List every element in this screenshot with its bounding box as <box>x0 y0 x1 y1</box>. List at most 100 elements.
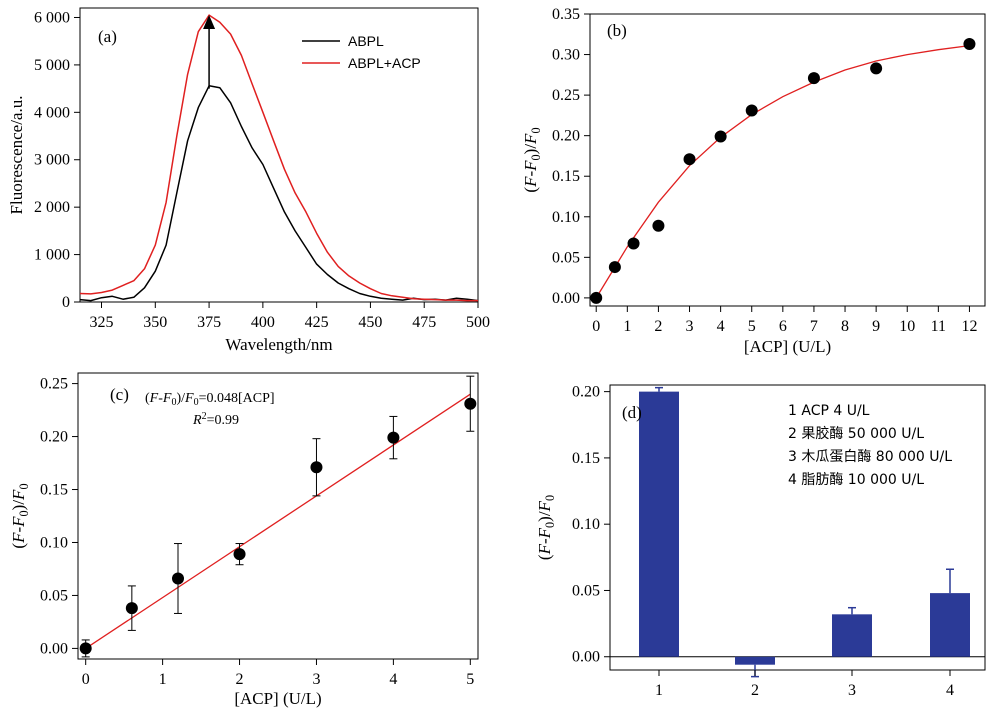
x-tick-label: 450 <box>358 314 382 331</box>
bar <box>735 656 775 665</box>
legend-label: ABPL <box>348 33 384 49</box>
panel-d-selectivity-bars: 0.000.050.100.150.20(F-F0)/F01 2 3 4(d) 1 AC… <box>535 384 986 699</box>
y-axis-label-part: ( <box>521 187 540 193</box>
bar <box>930 593 970 657</box>
y-axis-label-part: F <box>9 532 28 544</box>
data-point <box>870 62 883 75</box>
data-point <box>627 237 640 250</box>
x-tick-label: 3 <box>848 682 856 699</box>
x-tick-label: 3 <box>686 318 694 335</box>
x-tick-label: 475 <box>412 314 436 331</box>
x-tick-label: 4 <box>946 682 954 699</box>
y-tick-label: 0.25 <box>552 87 580 104</box>
x-tick-label: 1 <box>623 318 631 335</box>
y-axis-label-part: F <box>9 516 28 528</box>
y-tick-label: 0.00 <box>40 640 68 657</box>
y-axis-label-part: 0 <box>529 154 543 160</box>
y-tick-label: 0.35 <box>552 6 580 23</box>
x-axis-label: [ACP] (U/L) <box>744 337 831 356</box>
x-axis-label: [ACP] (U/L) <box>234 689 321 708</box>
x-tick-label: 4 <box>389 671 397 688</box>
y-tick-label: 0.00 <box>572 649 600 666</box>
x-axis-label: Wavelength/nm <box>225 335 332 354</box>
data-point <box>608 261 621 274</box>
y-tick-label: 0.15 <box>552 168 580 185</box>
y-tick-label: 0.15 <box>572 450 600 467</box>
panel-c-frame <box>77 372 479 660</box>
y-tick-label: 0 <box>62 294 70 311</box>
y-axis-label-part: F <box>535 500 554 512</box>
y-tick-label: 0.10 <box>40 534 68 551</box>
x-tick-label: 5 <box>466 671 474 688</box>
arrow-head <box>203 14 216 29</box>
x-tick-label: 7 <box>810 318 818 335</box>
y-axis-label-part: ( <box>9 543 28 549</box>
y-axis-label-part: F <box>521 176 540 188</box>
y-tick-label: 6 000 <box>34 9 70 26</box>
r-squared: R2=0.99 <box>192 411 239 428</box>
x-tick-label: 10 <box>899 318 915 335</box>
data-point <box>652 219 665 232</box>
series-line-abpl <box>79 85 479 302</box>
data-point <box>125 602 138 615</box>
equation-part: F <box>184 391 194 406</box>
x-tick-label: 1 <box>159 671 167 688</box>
y-tick-label: 0.05 <box>552 249 580 266</box>
equation-part: - <box>158 391 163 406</box>
legend-line: 2 果胶酶 50 000 U/L <box>788 425 924 442</box>
x-tick-label: 4 <box>717 318 725 335</box>
bar <box>639 391 679 657</box>
y-axis-label-part: 0 <box>543 522 557 528</box>
y-axis-label-part: )/ <box>535 511 554 522</box>
bar <box>832 614 872 657</box>
y-tick-label: 0.20 <box>552 128 580 145</box>
y-axis-label-part: )/ <box>521 144 540 155</box>
legend-label: ABPL+ACP <box>348 55 421 71</box>
y-tick-label: 0.05 <box>40 587 68 604</box>
fit-line <box>85 393 471 649</box>
data-point <box>683 153 696 166</box>
x-tick-label: 6 <box>779 318 787 335</box>
fit-curve <box>595 44 970 299</box>
y-axis-label-part: F <box>521 160 540 172</box>
legend-line: 1 ACP 4 U/L <box>788 403 870 419</box>
x-tick-label: 5 <box>748 318 756 335</box>
y-tick-label: 4 000 <box>34 104 70 121</box>
y-axis-label: (F-F0)/F0 <box>521 127 543 192</box>
x-tick-label: 2 <box>751 682 759 699</box>
y-axis-label-part: - <box>521 171 540 177</box>
data-point <box>310 461 323 474</box>
panel-a-frame <box>79 7 479 303</box>
y-tick-label: 0.30 <box>552 47 580 64</box>
panel-d-letter: (d) <box>622 403 642 422</box>
panel-c-letter: (c) <box>110 385 129 404</box>
y-tick-label: 0.10 <box>552 209 580 226</box>
r2-part: =0.99 <box>207 413 239 428</box>
y-axis-label: Fluorescence/a.u. <box>7 96 26 215</box>
legend-line: 4 脂肪酶 10 000 U/L <box>788 472 924 488</box>
x-tick-label: 425 <box>305 314 329 331</box>
x-tick-label: 2 <box>236 671 244 688</box>
equation-part: F <box>162 391 172 406</box>
y-tick-label: 0.20 <box>40 429 68 446</box>
data-point <box>464 397 477 410</box>
y-axis-label-part: )/ <box>9 500 28 511</box>
y-tick-label: 0.00 <box>552 290 580 307</box>
data-point <box>963 38 976 51</box>
legend-line: 3 木瓜蛋白酶 80 000 U/L <box>788 449 952 465</box>
x-tick-label: 375 <box>197 314 221 331</box>
data-point <box>387 431 400 444</box>
data-point <box>172 572 184 585</box>
x-tick-label: 500 <box>466 314 490 331</box>
equation-part: )/ <box>176 391 185 406</box>
y-axis-label-part: F <box>521 133 540 145</box>
y-axis-label-part: 0 <box>543 495 557 501</box>
r2-part: 2 <box>202 411 207 422</box>
y-axis-label-part: F <box>535 527 554 539</box>
x-tick-label: 400 <box>251 314 275 331</box>
series-line-abpl-acp <box>79 14 478 302</box>
data-point <box>807 72 820 85</box>
y-axis-label-part: F <box>9 489 28 501</box>
data-point <box>590 291 603 304</box>
